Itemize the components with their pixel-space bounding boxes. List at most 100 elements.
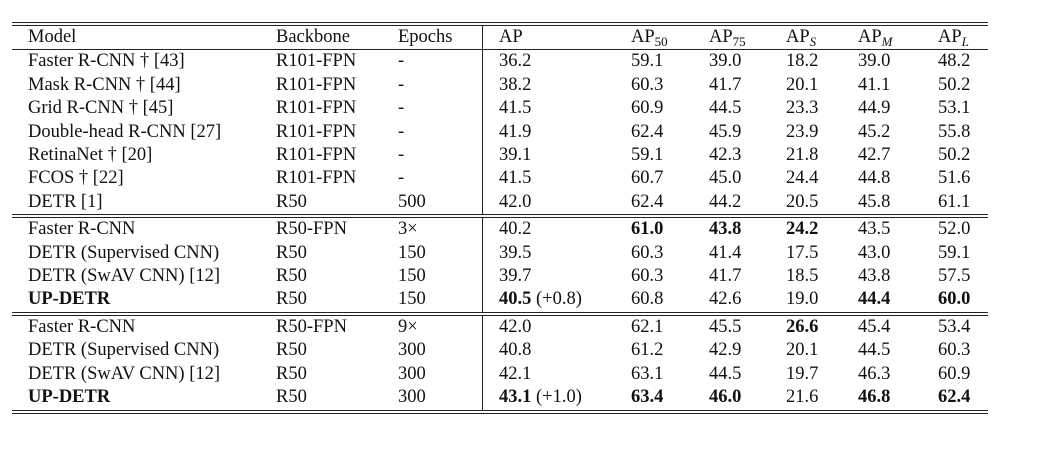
cell-apl-value: 57.5 <box>938 266 971 287</box>
cell-aps: 24.4 <box>786 167 858 190</box>
cell-model: UP-DETR <box>12 288 276 313</box>
cell-epochs: - <box>398 97 483 120</box>
cell-ap50: 59.1 <box>631 50 709 74</box>
results-table: Model Backbone Epochs AP AP50 AP75 APS A… <box>12 22 988 414</box>
cell-aps-value: 20.1 <box>786 340 819 361</box>
cell-apl-value: 55.8 <box>938 121 971 142</box>
cell-ap-value: 36.2 <box>499 51 532 72</box>
cell-model: FCOS † [22] <box>12 167 276 190</box>
cell-apm-value: 44.9 <box>858 98 891 119</box>
cell-ap75: 45.5 <box>709 311 786 340</box>
cell-ap50-value: 62.4 <box>631 121 664 142</box>
cell-apm: 45.2 <box>858 121 938 144</box>
cell-ap: 43.1 (+1.0) <box>482 386 631 414</box>
cell-model-value: DETR (Supervised CNN) <box>28 340 220 361</box>
cell-model-value: UP-DETR <box>28 289 111 310</box>
cell-model: UP-DETR <box>12 386 276 414</box>
cell-apl: 53.4 <box>938 311 988 340</box>
cell-model-value: Faster R-CNN <box>28 316 136 337</box>
cell-ap: 41.9 <box>482 120 631 145</box>
cell-ap75-value: 41.4 <box>709 242 742 263</box>
cell-backbone-value: R101-FPN <box>276 121 357 142</box>
cell-aps: 18.2 <box>786 50 858 74</box>
cell-epochs: 150 <box>398 242 483 265</box>
cell-ap: 41.5 <box>482 97 631 121</box>
cell-epochs-value: 500 <box>398 191 426 212</box>
header-apl: APL <box>938 22 988 51</box>
cell-ap75-value: 41.7 <box>709 74 742 95</box>
table-row: UP-DETR R50 150 40.5 (+0.8) 60.8 42.6 19.0 44.4… <box>12 288 988 314</box>
cell-ap-value: 43.1 <box>499 387 532 408</box>
cell-backbone: R101-FPN <box>276 144 398 167</box>
cell-apl: 50.2 <box>938 144 988 167</box>
header-row: Model Backbone Epochs AP AP50 AP75 APS A… <box>12 22 988 51</box>
cell-apm-value: 43.8 <box>858 266 891 287</box>
cell-ap75: 44.5 <box>709 363 786 386</box>
cell-backbone: R101-FPN <box>276 97 398 120</box>
cell-aps-value: 18.2 <box>786 51 819 72</box>
cell-ap50: 62.4 <box>631 191 709 216</box>
cell-apl-value: 50.2 <box>938 74 971 95</box>
cell-ap50: 61.2 <box>631 339 709 362</box>
cell-apl: 48.2 <box>938 50 988 74</box>
cell-ap-value: 39.7 <box>499 266 532 287</box>
cell-model: Grid R-CNN † [45] <box>12 97 276 120</box>
cell-apm: 44.9 <box>858 97 938 120</box>
cell-ap50: 60.3 <box>631 265 709 288</box>
cell-epochs-value: - <box>398 98 405 119</box>
cell-ap50-value: 60.3 <box>631 242 664 263</box>
cell-aps: 20.5 <box>786 191 858 216</box>
cell-model: RetinaNet † [20] <box>12 144 276 167</box>
cell-epochs-value: 300 <box>398 387 426 408</box>
cell-backbone-value: R101-FPN <box>276 51 357 72</box>
cell-epochs-value: 150 <box>398 289 426 310</box>
cell-epochs-value: 150 <box>398 242 426 263</box>
header-aps: APS <box>786 22 858 51</box>
cell-apm: 44.4 <box>858 288 938 313</box>
cell-apl: 60.3 <box>938 339 988 362</box>
cell-epochs: 300 <box>398 386 483 414</box>
table-row: DETR (Supervised CNN) R50 150 39.5 60.3 41.4 1… <box>12 241 988 266</box>
cell-apm: 39.0 <box>858 50 938 74</box>
cell-backbone: R50 <box>276 363 398 386</box>
cell-apl: 60.0 <box>938 288 988 313</box>
cell-backbone: R50 <box>276 191 398 216</box>
cell-apm-value: 39.0 <box>858 51 891 72</box>
cell-aps: 21.8 <box>786 144 858 167</box>
cell-ap75-value: 44.5 <box>709 98 742 119</box>
table-row: Mask R-CNN † [44] R101-FPN - 38.2 60.3 41.7 20… <box>12 73 988 98</box>
cell-model: DETR (SwAV CNN) [12] <box>12 363 276 386</box>
cell-apm: 46.8 <box>858 386 938 414</box>
header-aps-sub-text: S <box>809 34 817 49</box>
cell-ap-value: 41.9 <box>499 121 532 142</box>
cell-ap: 39.1 <box>482 144 631 168</box>
cell-apl-value: 53.1 <box>938 98 971 119</box>
table-row: Double-head R-CNN [27] R101-FPN - 41.9 62.4 4… <box>12 120 988 145</box>
table-body: Faster R-CNN † [43] R101-FPN - 36.2 59.1 39.0… <box>12 49 988 414</box>
cell-ap-value: 40.2 <box>499 219 532 240</box>
cell-ap75-value: 45.5 <box>709 316 742 337</box>
cell-ap75-value: 43.8 <box>709 219 742 240</box>
cell-aps-value: 21.6 <box>786 387 819 408</box>
cell-apm-value: 45.2 <box>858 121 891 142</box>
cell-ap-value: 41.5 <box>499 98 532 119</box>
cell-model: DETR (SwAV CNN) [12] <box>12 265 276 288</box>
cell-ap50-value: 62.1 <box>631 316 664 337</box>
cell-aps: 17.5 <box>786 242 858 265</box>
header-ap50-sub: 50 <box>654 34 668 49</box>
cell-ap-value: 42.0 <box>499 316 532 337</box>
cell-backbone-value: R50 <box>276 387 307 408</box>
cell-epochs-value: - <box>398 121 405 142</box>
header-ap: AP <box>482 22 631 51</box>
cell-ap75: 45.0 <box>709 167 786 190</box>
cell-apl-value: 50.2 <box>938 145 971 166</box>
cell-apm: 45.8 <box>858 191 938 216</box>
cell-epochs: 150 <box>398 288 483 313</box>
cell-ap75-value: 44.2 <box>709 191 742 212</box>
cell-aps: 23.3 <box>786 97 858 120</box>
cell-ap50-value: 62.4 <box>631 191 664 212</box>
cell-apm-value: 45.8 <box>858 191 891 212</box>
cell-ap75: 42.6 <box>709 288 786 313</box>
cell-backbone-value: R50 <box>276 266 307 287</box>
cell-apl: 57.5 <box>938 265 988 288</box>
